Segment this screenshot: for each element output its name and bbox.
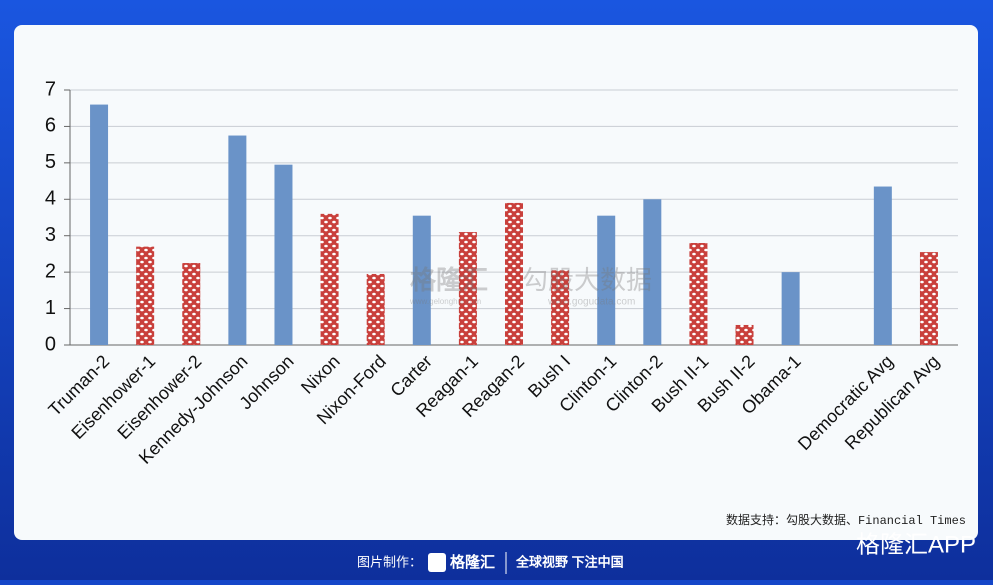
- y-tick-label: 2: [45, 260, 56, 282]
- y-tick-label: 6: [45, 115, 56, 137]
- footer-brand: 格隆汇: [450, 553, 495, 571]
- bar: [320, 213, 339, 345]
- bar: [505, 202, 523, 345]
- watermark-data-url: www.gogudata.com: [547, 297, 635, 308]
- bar: [735, 324, 754, 345]
- bar: [781, 272, 800, 345]
- footer-slogan: 全球视野 下注中国: [515, 554, 624, 569]
- bar: [228, 135, 247, 345]
- panel: [14, 25, 978, 540]
- bar: [136, 246, 155, 345]
- y-tick-label: 4: [45, 188, 56, 210]
- bar: [919, 252, 938, 345]
- source-note: 数据支持：勾股大数据、Financial Times: [726, 512, 966, 528]
- y-tick-label: 7: [45, 78, 56, 100]
- bar: [597, 215, 616, 345]
- bar: [643, 199, 662, 345]
- bar: [458, 232, 477, 345]
- watermark-brand: 格隆汇: [410, 265, 488, 295]
- y-tick-label: 0: [45, 333, 56, 355]
- footer-made-by: 图片制作：: [357, 554, 422, 569]
- watermark-data: 勾股大数据: [522, 265, 652, 295]
- bar: [551, 270, 570, 345]
- footer-logo: [428, 553, 446, 572]
- bar: [182, 263, 201, 345]
- bar: [412, 215, 431, 345]
- y-tick-label: 5: [45, 151, 56, 173]
- footer-app: 格隆汇APP: [856, 531, 976, 558]
- bar: [274, 164, 293, 345]
- y-tick-label: 3: [45, 224, 56, 246]
- bar: [366, 273, 385, 345]
- bar: [689, 243, 708, 345]
- bar: [90, 104, 109, 345]
- watermark: 格隆汇 www.gelonghui.com 勾股大数据 www.gogudata…: [409, 265, 652, 308]
- bar: [873, 186, 892, 345]
- watermark-url: www.gelonghui.com: [409, 297, 481, 306]
- y-tick-label: 1: [45, 297, 56, 319]
